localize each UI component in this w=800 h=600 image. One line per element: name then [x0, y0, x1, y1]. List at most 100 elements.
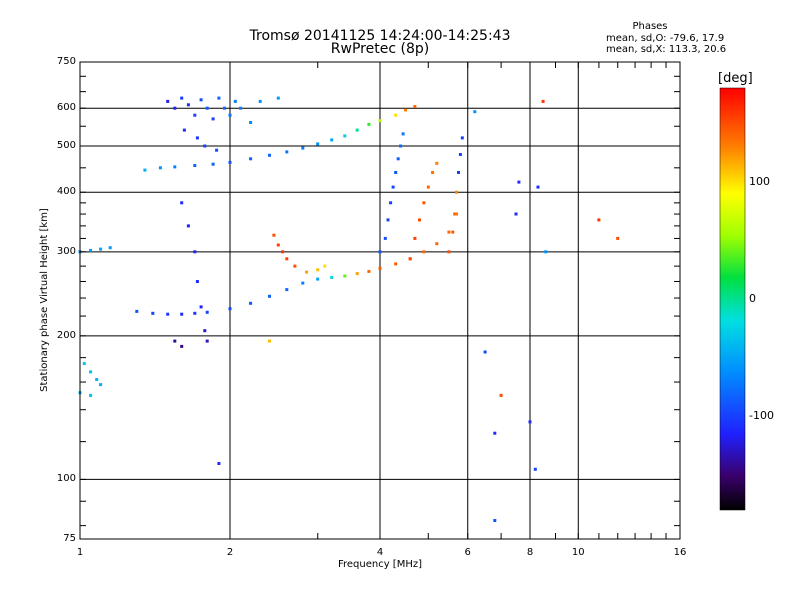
- data-point: [99, 247, 103, 251]
- data-point: [173, 165, 177, 169]
- data-points: [78, 96, 620, 522]
- data-point: [301, 146, 305, 150]
- data-point: [195, 280, 199, 283]
- data-point: [193, 113, 197, 117]
- data-point: [413, 105, 417, 108]
- data-point: [355, 272, 359, 276]
- data-point: [203, 329, 207, 333]
- data-point: [435, 161, 439, 165]
- data-point: [378, 266, 382, 270]
- data-point: [533, 467, 537, 471]
- data-point: [285, 257, 289, 261]
- chart-title: Tromsø 20141125 14:24:00-14:25:43: [249, 28, 511, 44]
- data-point: [199, 305, 203, 309]
- data-point: [399, 144, 403, 148]
- data-point: [89, 393, 93, 397]
- data-point: [205, 106, 209, 110]
- y-tick-label: 100: [56, 473, 76, 485]
- data-point: [217, 96, 221, 100]
- colorbar-label: [deg]: [718, 71, 753, 86]
- data-point: [330, 276, 334, 279]
- y-tick-label: 200: [56, 329, 76, 341]
- colorbar: [719, 87, 746, 511]
- data-point: [249, 121, 253, 124]
- x-tick-label: 16: [673, 547, 687, 558]
- data-point: [431, 171, 435, 174]
- stats-heading: Phases: [632, 21, 668, 32]
- data-point: [493, 431, 497, 435]
- data-point: [597, 218, 601, 222]
- data-point: [517, 180, 521, 184]
- data-point: [316, 268, 320, 272]
- data-point: [394, 262, 398, 266]
- data-point: [458, 153, 462, 156]
- data-point: [305, 270, 309, 274]
- y-tick-label: 400: [56, 186, 76, 198]
- data-point: [483, 350, 487, 354]
- data-point: [199, 98, 203, 102]
- data-point: [195, 136, 199, 140]
- data-point: [173, 106, 177, 110]
- data-point: [528, 420, 532, 424]
- data-point: [447, 250, 451, 254]
- data-point: [367, 122, 371, 126]
- data-point: [499, 393, 503, 397]
- data-point: [455, 212, 459, 216]
- y-axis-label: Stationary phase Virtual Height [km]: [39, 208, 50, 392]
- y-tick-label: 75: [63, 533, 76, 544]
- y-tick-label: 500: [56, 139, 76, 151]
- data-point: [401, 132, 405, 136]
- data-point: [323, 264, 327, 268]
- data-point: [239, 106, 243, 110]
- data-point: [493, 519, 497, 522]
- x-tick-label: 2: [226, 547, 234, 558]
- data-point: [343, 274, 347, 278]
- data-point: [396, 157, 400, 161]
- chart-subtitle: RwPretec (8p): [330, 41, 430, 57]
- data-point: [383, 236, 387, 240]
- data-point: [89, 248, 93, 252]
- data-point: [378, 119, 382, 123]
- data-point: [451, 230, 455, 234]
- data-point: [276, 96, 280, 100]
- data-point: [151, 311, 155, 315]
- data-point: [457, 171, 460, 174]
- data-point: [536, 185, 540, 189]
- data-point: [455, 190, 459, 194]
- data-point: [460, 136, 464, 140]
- data-point: [389, 201, 393, 205]
- grid-lines: [80, 62, 680, 539]
- data-point: [193, 311, 197, 315]
- data-point: [426, 185, 430, 189]
- data-point: [95, 378, 99, 381]
- y-tick-label: 600: [56, 102, 76, 114]
- colorbar-tick-label: 0: [749, 292, 756, 305]
- axis-ticks: [79, 61, 745, 539]
- data-point: [272, 233, 276, 237]
- data-point: [217, 462, 221, 465]
- data-point: [268, 339, 271, 343]
- data-point: [367, 269, 371, 273]
- data-point: [276, 243, 280, 247]
- data-point: [135, 309, 139, 313]
- data-point: [180, 96, 184, 100]
- data-point: [422, 250, 426, 254]
- data-point: [108, 246, 112, 250]
- stats-x-mode: mean, sd,X: 113.3, 20.6: [606, 44, 727, 55]
- data-point: [205, 310, 209, 314]
- stats-o-mode: mean, sd,O: -79.6, 17.9: [606, 33, 725, 44]
- data-point: [408, 257, 412, 261]
- data-point: [453, 212, 457, 216]
- data-point: [293, 264, 297, 268]
- data-point: [316, 142, 320, 146]
- data-point: [182, 128, 186, 132]
- data-point: [435, 242, 439, 246]
- data-point: [544, 250, 548, 254]
- data-point: [249, 157, 253, 161]
- data-point: [391, 185, 395, 189]
- data-point: [258, 99, 262, 103]
- data-point: [355, 128, 359, 132]
- data-point: [228, 307, 232, 311]
- data-point: [180, 312, 184, 316]
